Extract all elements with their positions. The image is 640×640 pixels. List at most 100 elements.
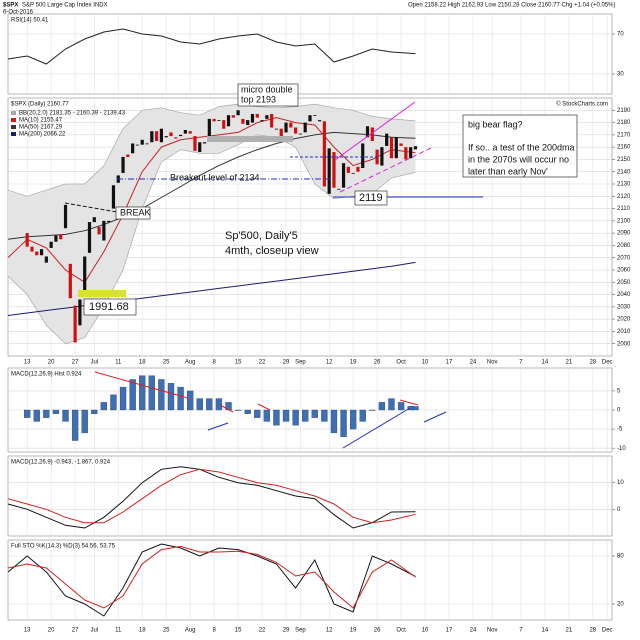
candle-body: [332, 152, 336, 188]
label-box: [115, 206, 151, 220]
bar: [349, 409, 357, 430]
note: in the 2070s will occur no: [468, 154, 569, 164]
candle-body: [150, 131, 154, 143]
bar: [24, 409, 31, 418]
candle-body: [361, 143, 365, 169]
highlight-box: [78, 290, 126, 297]
candle-body: [346, 166, 350, 173]
bar: [71, 409, 79, 441]
hist-trend: [399, 399, 419, 406]
x-tick-label: 29: [283, 360, 290, 366]
bar: [110, 394, 117, 411]
annotation: 1991.68: [89, 301, 129, 313]
candle-body: [202, 142, 207, 144]
y-tick-label: 2050: [617, 280, 631, 286]
label-box: [83, 298, 137, 316]
candle-body: [255, 113, 259, 118]
x-tick-label: 25: [163, 360, 170, 366]
candle-body: [207, 118, 211, 141]
line: [7, 468, 416, 524]
x-tick-label: Sep: [295, 360, 306, 366]
x-tick-label: 17: [446, 628, 453, 634]
x-tick-label: Dec: [602, 360, 613, 366]
bar: [52, 409, 60, 414]
candle-body: [92, 217, 96, 223]
bar: [311, 409, 318, 418]
panel-title: MACD(12,26,9) -0.943, -1.867, 0.924: [11, 460, 111, 466]
quote: Open 2158.22 High 2162.93 Low 2150.28 Cl…: [408, 3, 616, 9]
candle-body: [63, 204, 68, 229]
candle-body: [54, 235, 58, 242]
candle-body: [399, 143, 403, 146]
x-tick-label: 20: [48, 628, 55, 634]
y-tick-label: 2190: [617, 108, 631, 114]
candle-body: [298, 133, 303, 135]
annotations: [64, 83, 578, 449]
x-tick-label: 15: [235, 628, 242, 634]
x-tick-label: 27: [72, 360, 79, 366]
candle-body: [279, 128, 283, 137]
hist-trend: [423, 411, 447, 423]
candle-body: [246, 120, 250, 126]
y-tick-label: 2070: [617, 255, 631, 261]
legend-swatch: [11, 132, 16, 136]
bar: [62, 409, 69, 422]
x-tick-label: Dec: [602, 628, 613, 634]
bar: [397, 402, 405, 411]
candle-body: [370, 127, 374, 141]
y-tick-label: 0: [617, 507, 621, 513]
x-tick-label: Aug: [185, 360, 196, 366]
x-tick-label: 15: [235, 360, 242, 366]
x-tick-label: 27: [72, 628, 79, 634]
candle-body: [155, 131, 159, 141]
break-line: [64, 202, 118, 213]
candle-body: [212, 118, 216, 122]
candle-body: [135, 144, 140, 146]
bar: [412, 406, 419, 411]
y-tick-label: -5: [617, 427, 623, 433]
candle-body: [131, 143, 135, 154]
x-tick-label: Oct: [396, 628, 406, 634]
candle-body: [174, 137, 178, 139]
candle-body: [169, 132, 173, 137]
caption: 4mth, closeup view: [225, 245, 319, 257]
note: If so.. a test of the 200dma: [468, 142, 575, 152]
x-tick-label: 28: [589, 628, 596, 634]
x-tick-label: 28: [589, 360, 596, 366]
candle-body: [222, 120, 226, 129]
y-tick-label: 20: [617, 602, 624, 608]
candle-body: [356, 166, 360, 172]
caption: Sp'500, Daily'5: [225, 230, 298, 242]
x-tick-label: 26: [374, 628, 381, 634]
y-tick-label: 2000: [617, 341, 631, 347]
y-tick-label: 10: [617, 480, 624, 486]
range-box: [207, 136, 293, 142]
candle-body: [188, 131, 192, 134]
panel-frame: [7, 455, 613, 537]
y-tick-label: 0: [617, 408, 621, 414]
panel-frame: [7, 13, 613, 95]
channel-lower: [339, 146, 434, 193]
bar: [254, 409, 261, 418]
bar: [215, 398, 223, 411]
x-tick-label: 7: [519, 360, 523, 366]
candle-body: [87, 222, 92, 253]
candle-body: [140, 139, 144, 145]
y-tick-label: 2040: [617, 292, 631, 298]
legend-swatch: [11, 118, 16, 122]
panel-title: MACD(12,26,9) Hist 0.924: [11, 372, 82, 378]
x-tick-label: 20: [48, 360, 55, 366]
x-tick-label: 18: [139, 628, 146, 634]
line: [7, 28, 416, 65]
bar: [340, 409, 347, 437]
bar: [273, 409, 280, 426]
band-upper: [7, 103, 416, 197]
y-tick-label: 2120: [617, 194, 631, 200]
candle-body: [265, 115, 269, 119]
candle-body: [68, 263, 72, 299]
legend-swatch: [11, 125, 16, 129]
candle-body: [193, 136, 197, 151]
panel-title: $SPX (Daily) 2160.77: [11, 102, 69, 108]
x-tick-label: 11: [115, 360, 122, 366]
